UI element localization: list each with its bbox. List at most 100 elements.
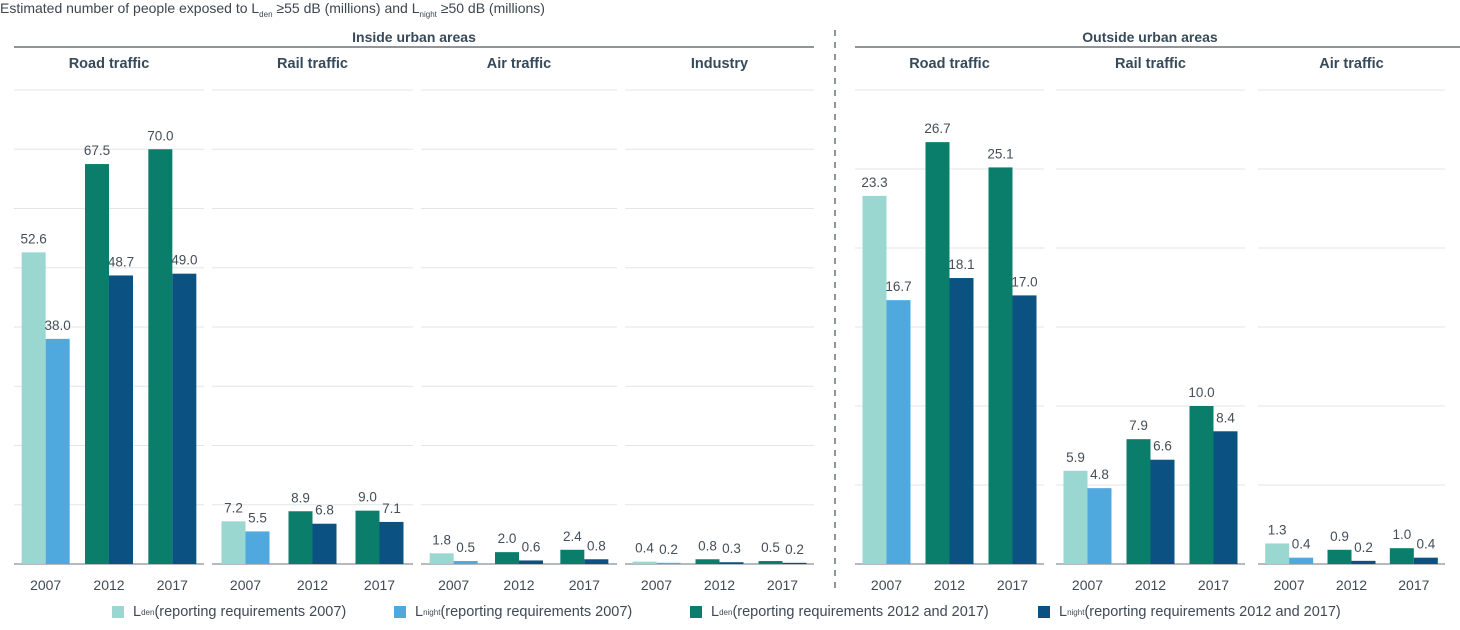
data-label-lnight: 48.7: [108, 254, 134, 269]
data-label-lnight: 0.6: [522, 539, 541, 554]
data-label-lden: 0.8: [698, 538, 717, 553]
data-label-lden: 23.3: [861, 175, 887, 190]
bar-lden-outside-urban-areas-rail-traffic-2012: [1126, 439, 1151, 564]
panel-label-outside-urban-areas-air-traffic: Air traffic: [1319, 56, 1383, 72]
data-label-lden: 10.0: [1188, 385, 1214, 400]
data-label-lnight: 5.5: [248, 510, 267, 525]
data-label-lden: 25.1: [987, 146, 1013, 161]
legend-swatch: [1038, 606, 1050, 618]
bar-lden-outside-urban-areas-road-traffic-2007: [862, 195, 887, 565]
bar-lden-outside-urban-areas-air-traffic-2007: [1265, 543, 1290, 564]
data-label-lnight: 7.1: [382, 501, 401, 516]
data-label-lnight: 0.4: [1416, 537, 1435, 552]
x-tick-label: 2017: [157, 577, 188, 593]
bar-lden-inside-urban-areas-industry-2012: [695, 559, 720, 564]
bar-lnight-outside-urban-areas-air-traffic-2007: [1289, 557, 1314, 564]
x-tick-label: 2017: [1198, 577, 1229, 593]
panel-label-outside-urban-areas-road-traffic: Road traffic: [909, 56, 990, 72]
x-tick-label: 2017: [1398, 577, 1429, 593]
x-tick-label: 2007: [641, 577, 672, 593]
data-label-lnight: 16.7: [885, 279, 911, 294]
panel-label-inside-urban-areas-air-traffic: Air traffic: [487, 56, 551, 72]
data-label-lnight: 0.2: [785, 542, 804, 557]
data-label-lnight: 0.2: [1354, 540, 1373, 555]
data-label-lden: 1.0: [1392, 527, 1411, 542]
bar-lden-inside-urban-areas-air-traffic-2012: [495, 552, 519, 564]
data-label-lnight: 0.2: [659, 542, 678, 557]
data-label-lnight: 0.5: [456, 540, 475, 555]
x-tick-label: 2012: [1336, 577, 1367, 593]
data-label-lnight: 6.8: [315, 503, 334, 518]
legend-swatch: [394, 606, 406, 618]
x-tick-label: 2007: [1274, 577, 1305, 593]
bar-lnight-outside-urban-areas-rail-traffic-2007: [1087, 488, 1112, 564]
bar-lnight-inside-urban-areas-road-traffic-2007: [45, 338, 70, 564]
x-tick-label: 2007: [871, 577, 902, 593]
data-label-lden: 0.9: [1330, 529, 1349, 544]
data-label-lden: 2.4: [563, 529, 582, 544]
bar-lnight-inside-urban-areas-rail-traffic-2007: [245, 531, 270, 564]
data-label-lnight: 38.0: [45, 318, 71, 333]
data-label-lden: 26.7: [924, 121, 950, 136]
group-label-outside-urban-areas: Outside urban areas: [1082, 29, 1218, 45]
panel-label-inside-urban-areas-rail-traffic: Rail traffic: [277, 56, 348, 72]
data-label-lden: 2.0: [498, 531, 517, 546]
bar-lden-inside-urban-areas-road-traffic-2012: [85, 164, 109, 564]
bar-lden-inside-urban-areas-air-traffic-2017: [560, 549, 585, 564]
bar-lnight-inside-urban-areas-road-traffic-2017: [172, 273, 197, 564]
bar-lden-outside-urban-areas-road-traffic-2017: [988, 167, 1013, 565]
data-label-lden: 67.5: [84, 143, 110, 158]
x-tick-label: 2012: [934, 577, 965, 593]
bar-lnight-inside-urban-areas-road-traffic-2012: [109, 275, 133, 564]
data-label-lnight: 0.4: [1292, 537, 1311, 552]
data-label-lden: 1.8: [432, 532, 451, 547]
bar-lnight-inside-urban-areas-industry-2012: [719, 562, 744, 564]
data-label-lden: 52.6: [21, 231, 47, 246]
data-label-lnight: 6.6: [1153, 439, 1172, 454]
bar-lden-inside-urban-areas-rail-traffic-2007: [221, 521, 246, 564]
chart-title: Estimated number of people exposed to Ld…: [0, 0, 545, 19]
bar-lnight-outside-urban-areas-road-traffic-2007: [886, 300, 911, 564]
legend-swatch: [112, 606, 124, 618]
bar-lnight-outside-urban-areas-rail-traffic-2012: [1150, 459, 1175, 564]
bar-lden-inside-urban-areas-industry-2007: [632, 561, 657, 564]
chart-area: Inside urban areas Road traffic 52.6 38.0 20…: [14, 29, 1460, 593]
data-label-lden: 0.4: [635, 541, 654, 556]
bar-lnight-inside-urban-areas-industry-2007: [656, 562, 681, 564]
bar-lden-inside-urban-areas-road-traffic-2017: [148, 149, 173, 564]
data-label-lden: 0.5: [761, 540, 780, 555]
bar-lnight-outside-urban-areas-road-traffic-2017: [1012, 295, 1037, 564]
bar-lnight-outside-urban-areas-air-traffic-2017: [1413, 557, 1438, 564]
data-label-lnight: 0.3: [722, 541, 741, 556]
legend-swatch: [690, 606, 702, 618]
bar-lnight-outside-urban-areas-road-traffic-2012: [949, 278, 974, 564]
x-tick-label: 2012: [1135, 577, 1166, 593]
x-tick-label: 2007: [1072, 577, 1103, 593]
bar-lden-outside-urban-areas-air-traffic-2012: [1327, 549, 1352, 564]
bar-lnight-inside-urban-areas-air-traffic-2012: [519, 560, 543, 564]
bar-lden-outside-urban-areas-rail-traffic-2007: [1063, 470, 1088, 564]
data-label-lden: 9.0: [358, 490, 377, 505]
bar-lden-inside-urban-areas-road-traffic-2007: [21, 252, 46, 564]
bar-lden-outside-urban-areas-rail-traffic-2017: [1189, 406, 1214, 564]
bar-lden-inside-urban-areas-industry-2017: [758, 561, 783, 564]
data-label-lnight: 4.8: [1090, 467, 1109, 482]
bar-lden-outside-urban-areas-air-traffic-2017: [1389, 548, 1414, 564]
panel-label-inside-urban-areas-industry: Industry: [691, 56, 748, 72]
x-tick-label: 2012: [704, 577, 735, 593]
x-tick-label: 2017: [767, 577, 798, 593]
data-label-lden: 7.2: [224, 500, 243, 515]
x-tick-label: 2017: [364, 577, 395, 593]
x-tick-label: 2007: [438, 577, 469, 593]
x-tick-label: 2007: [230, 577, 261, 593]
data-label-lden: 8.9: [291, 490, 310, 505]
data-label-lden: 7.9: [1129, 418, 1148, 433]
x-tick-label: 2012: [503, 577, 534, 593]
bar-lnight-inside-urban-areas-rail-traffic-2017: [379, 521, 404, 564]
bar-lden-inside-urban-areas-rail-traffic-2017: [355, 510, 380, 564]
